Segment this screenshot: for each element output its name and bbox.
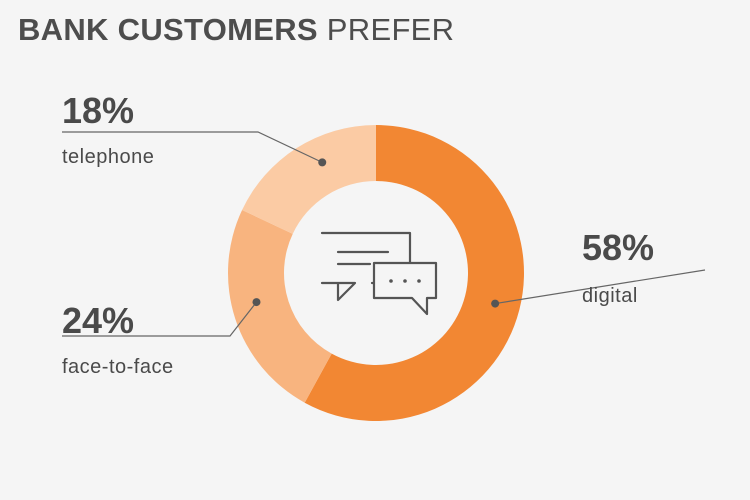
leader-dot-face-to-face (252, 298, 261, 307)
slice-face-to-face (228, 209, 332, 403)
leader-dot-telephone (318, 158, 327, 167)
leader-dot-digital (491, 299, 500, 308)
leader-line-face-to-face (62, 301, 257, 337)
category-label-telephone: telephone (62, 146, 154, 168)
category-label-face-to-face: face-to-face (62, 356, 174, 378)
chart-title: BANK CUSTOMERS PREFER (18, 12, 454, 48)
slice-labels: 58% digital 24% face-to-face 18% telephone (62, 90, 654, 378)
value-label-digital: 58% (582, 227, 654, 268)
category-label-digital: digital (582, 285, 638, 307)
value-label-face-to-face: 24% (62, 300, 134, 341)
chat-bubbles-icon (320, 231, 438, 316)
slice-digital (304, 125, 525, 422)
leader-line-digital (495, 269, 706, 305)
value-label-telephone: 18% (62, 90, 134, 131)
title-light: PREFER (326, 12, 455, 47)
donut-slices (228, 125, 525, 422)
leader-lines (62, 131, 706, 337)
title-bold: BANK CUSTOMERS (18, 12, 318, 47)
slice-telephone (242, 125, 376, 234)
leader-line-telephone (62, 131, 323, 163)
